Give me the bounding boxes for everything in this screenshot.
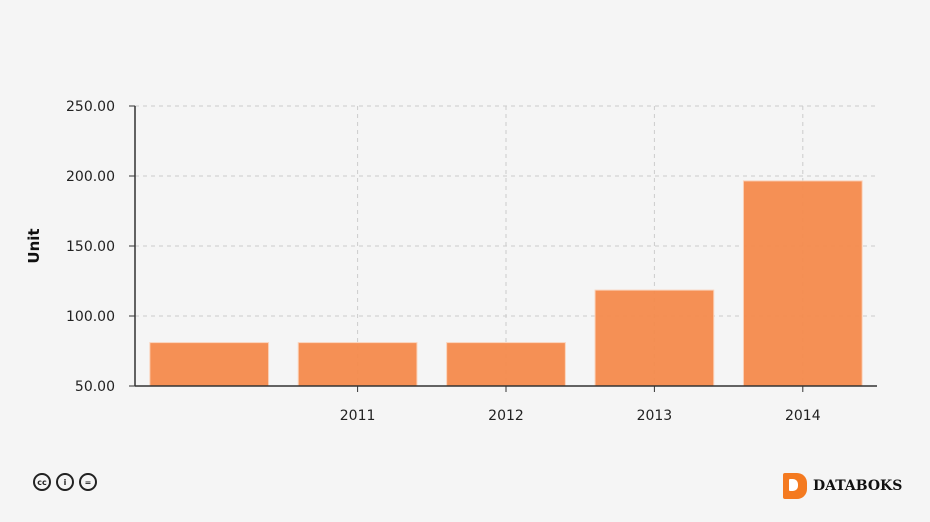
bar [149,342,270,387]
y-tick-label: 200.00 [66,169,115,185]
x-tick-label: 2014 [785,408,821,424]
y-tick-label: 250.00 [66,99,115,115]
bar-chart: 50.00 100.00 150.00 200.00 250.00 2011 2012 201… [25,99,877,424]
x-tick-label: 2012 [488,408,524,424]
databoks-logo[interactable]: DATABOKS [783,473,902,499]
bar [297,342,418,387]
attribution-icon[interactable]: i [56,473,74,491]
y-tick-label: 50.00 [75,379,115,395]
bar [594,289,715,387]
y-tick-label: 100.00 [66,309,115,325]
license-icons: cc i = [33,473,97,491]
x-tick-label: 2011 [340,408,376,424]
x-tick-label: 2013 [637,408,673,424]
bar [446,342,566,387]
no-derivatives-icon[interactable]: = [79,473,97,491]
cc-icon[interactable]: cc [33,473,51,491]
y-axis-label: Unit [25,228,43,263]
databoks-logo-icon [783,473,807,499]
bar [742,180,863,387]
y-tick-label: 150.00 [66,239,115,255]
brand-name: DATABOKS [813,478,903,494]
